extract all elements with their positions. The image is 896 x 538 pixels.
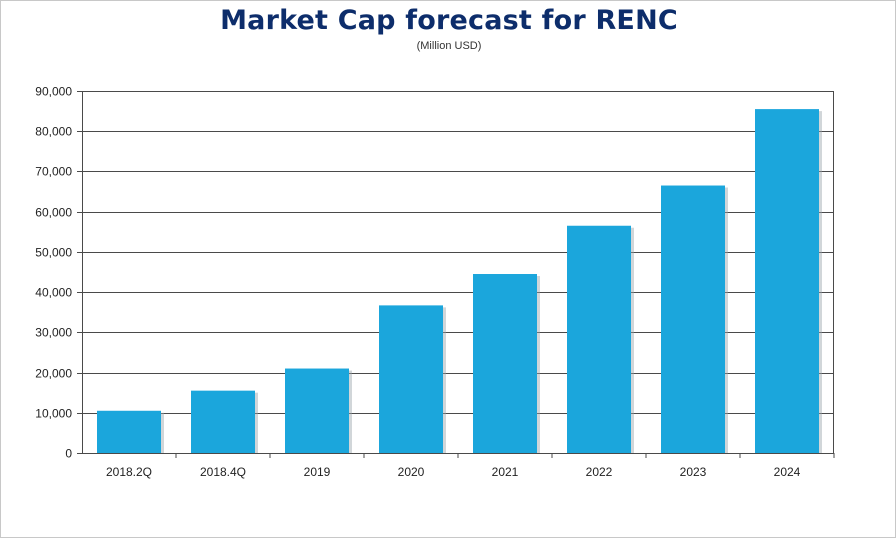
bar-2023 [661,185,725,453]
bar-2019 [285,368,349,453]
y-tick-label: 40,000 [35,286,72,300]
bar-2018.4Q [191,390,255,453]
y-tick-label: 0 [65,447,72,461]
bar-2024 [755,109,819,453]
x-tick-label: 2021 [492,465,519,479]
axes [77,91,835,458]
y-tick-label: 70,000 [35,165,72,179]
x-tick-label: 2020 [398,465,425,479]
y-tick-label: 10,000 [35,407,72,421]
x-tick-label: 2023 [680,465,707,479]
y-tick-label: 50,000 [35,246,72,260]
x-tick-label: 2018.2Q [106,465,152,479]
chart-title: Market Cap forecast for RENC [220,5,678,36]
y-tick-label: 30,000 [35,326,72,340]
bars [97,109,822,453]
y-tick-label: 20,000 [35,367,72,381]
y-tick-label: 60,000 [35,206,72,220]
x-tick-label: 2022 [586,465,613,479]
bar-2021 [473,274,537,453]
bar-2022 [567,225,631,453]
x-tick-labels: 2018.2Q 2018.4Q 2019 2020 2021 2022 2023 2024 [106,465,801,479]
y-tick-labels: 0 10,000 20,000 30,000 40,000 50,000 60,000 70,… [35,85,72,461]
y-tick-label: 80,000 [35,125,72,139]
bar-2020 [379,305,443,453]
bar-2018.2Q [97,410,161,453]
x-tick-label: 2018.4Q [200,465,246,479]
y-tick-label: 90,000 [35,85,72,99]
x-tick-label: 2019 [304,465,331,479]
x-tick-label: 2024 [774,465,801,479]
chart-subtitle: (Million USD) [416,40,482,52]
